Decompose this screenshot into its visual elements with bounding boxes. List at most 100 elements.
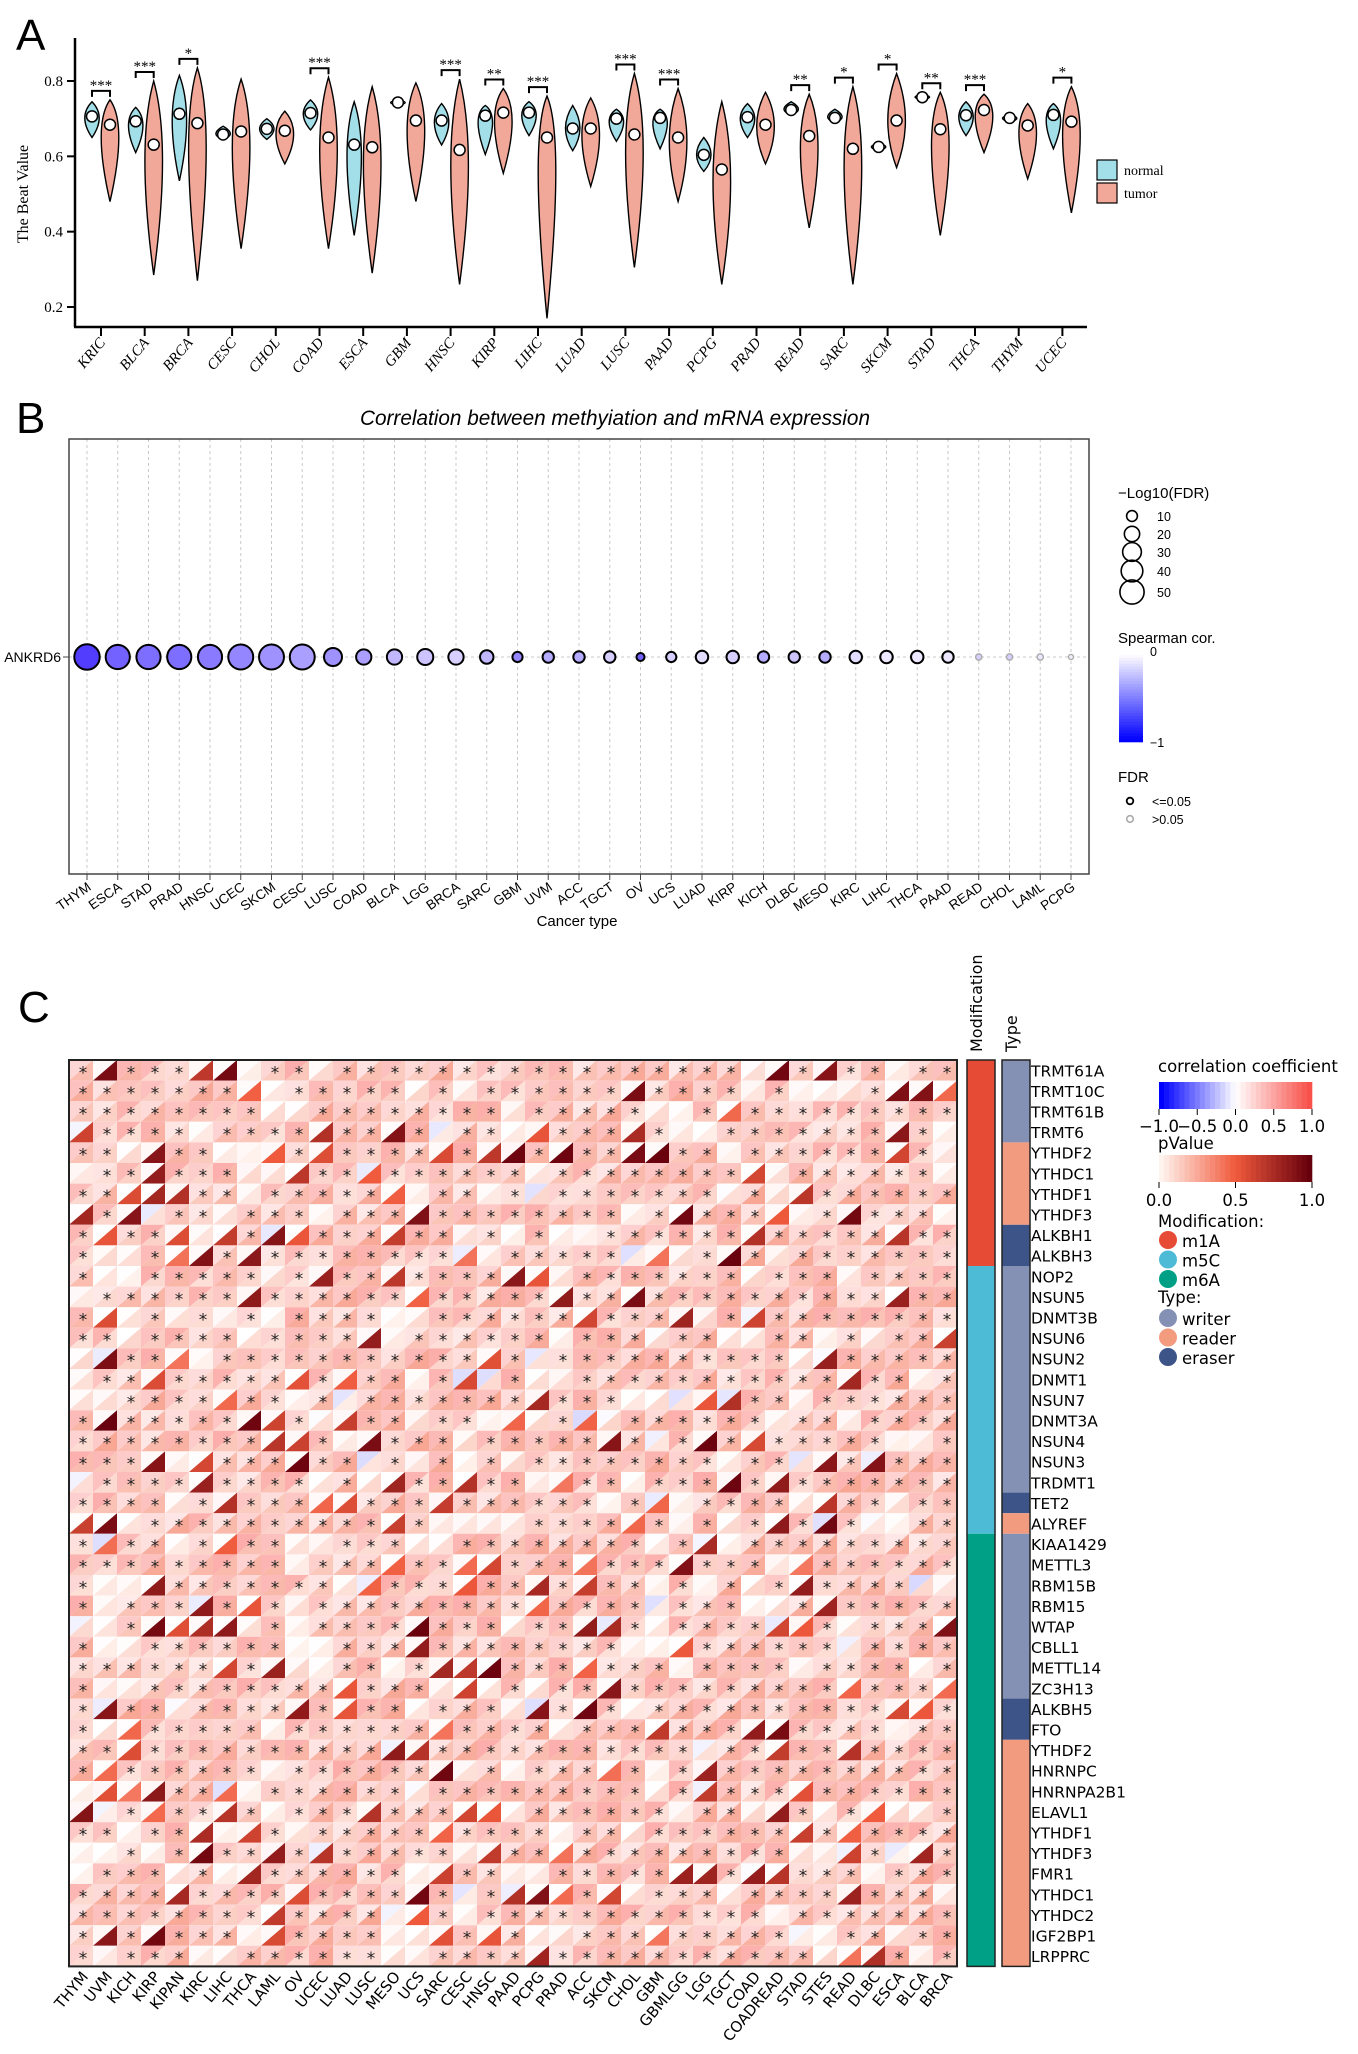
significance-star: *: [367, 1702, 376, 1722]
significance-star: *: [583, 1826, 592, 1846]
significance-star: *: [943, 1063, 952, 1083]
cell-pvalue: [717, 1060, 741, 1081]
significance-star: *: [871, 1249, 880, 1269]
cell-corr: [621, 1183, 645, 1205]
significance-star: *: [823, 1908, 832, 1928]
cell-pvalue: [741, 1245, 765, 1266]
significance-star: *: [919, 1620, 928, 1640]
median-point-normal: [216, 128, 230, 141]
significance-star: *: [655, 1228, 664, 1248]
significance-star: *: [415, 1578, 424, 1598]
significance-star: *: [343, 1908, 352, 1928]
type-legend-dot: [1159, 1348, 1177, 1366]
significance-star: *: [607, 1105, 616, 1125]
cell-corr: [645, 1389, 669, 1411]
cell-corr: [141, 1060, 165, 1081]
cell-pvalue: [693, 1327, 717, 1349]
cell-corr: [501, 1389, 525, 1411]
significance-star: *: [343, 1290, 352, 1310]
cell-corr: [261, 1327, 285, 1349]
cell-pvalue: [669, 1121, 693, 1143]
significance-star: *: [703, 1063, 712, 1083]
significance-star: *: [775, 1125, 784, 1145]
cell-pvalue: [573, 1060, 597, 1081]
cell-corr: [597, 1142, 621, 1163]
corr-colorbar-step: [1266, 1082, 1272, 1109]
significance-star: *: [823, 1372, 832, 1392]
significance-star: *: [559, 1681, 568, 1701]
significance-star: *: [391, 1826, 400, 1846]
x-tick-label: HNSC: [177, 879, 217, 913]
significance-star: *: [535, 1764, 544, 1784]
cell-pvalue: [693, 1286, 717, 1308]
significance-star: *: [559, 1434, 568, 1454]
significance-star: *: [943, 1558, 952, 1578]
significance-star: *: [247, 1578, 256, 1598]
significance-star: *: [799, 1723, 808, 1743]
significance-star: *: [919, 1599, 928, 1619]
cell-pvalue: [789, 1142, 813, 1163]
median-point-normal: [173, 107, 186, 121]
cell-corr: [837, 1121, 861, 1143]
cell-pvalue: [525, 1307, 549, 1328]
cell-pvalue: [597, 1327, 621, 1349]
significance-star: *: [247, 1846, 256, 1866]
cell-corr: [621, 1121, 645, 1143]
cell-pvalue: [285, 1142, 309, 1163]
cell-corr: [93, 1266, 117, 1287]
significance-star: *: [415, 1331, 424, 1351]
row-label: RBM15B: [1031, 1577, 1096, 1595]
significance-star: *: [535, 1434, 544, 1454]
significance-star: *: [847, 1331, 856, 1351]
cell-corr: [909, 1224, 933, 1246]
cell-corr: [741, 1080, 765, 1102]
cell-pvalue: [237, 1266, 261, 1287]
significance-star: *: [583, 1105, 592, 1125]
bubble-KIRP: [725, 649, 740, 665]
cell-corr: [933, 1245, 957, 1266]
cell-pvalue: [261, 1204, 285, 1225]
significance-star: *: [367, 1249, 376, 1269]
significance-star: *: [895, 1311, 904, 1331]
cell-corr: [717, 1369, 741, 1390]
significance-star: *: [895, 1908, 904, 1928]
row-label: ELAVL1: [1031, 1804, 1089, 1822]
cell-corr: [477, 1224, 501, 1246]
significance-star: *: [223, 1887, 232, 1907]
significance-star: *: [367, 1681, 376, 1701]
cell-pvalue: [189, 1266, 213, 1287]
cell-pvalue: [381, 1245, 405, 1266]
significance-star: *: [319, 1393, 328, 1413]
significance-star: *: [679, 1228, 688, 1248]
cell-pvalue: [717, 1142, 741, 1163]
significance-star: *: [847, 1063, 856, 1083]
significance-star: *: [175, 1105, 184, 1125]
cell-corr: [789, 1389, 813, 1411]
median-point-tumor: [497, 106, 510, 119]
bubble-KICH: [756, 650, 771, 664]
significance-star: *: [895, 1372, 904, 1392]
cell-corr: [453, 1224, 477, 1246]
cell-corr: [813, 1183, 837, 1205]
significance-star: *: [367, 1867, 376, 1887]
cell-corr: [189, 1245, 213, 1266]
p-colorbar-step: [1210, 1155, 1216, 1182]
significance-star: *: [343, 1558, 352, 1578]
significance-star: *: [679, 1537, 688, 1557]
cell-pvalue: [549, 1080, 573, 1102]
cell-pvalue: [597, 1163, 621, 1184]
significance-star: *: [175, 1208, 184, 1228]
colorbar-step: [1119, 692, 1143, 696]
significance-star: *: [751, 1455, 760, 1475]
median-point-tumor: [540, 131, 554, 144]
cell-pvalue: [93, 1204, 117, 1225]
significance-star: *: [343, 1867, 352, 1887]
significance-star: *: [367, 1146, 376, 1166]
cell-pvalue: [597, 1369, 621, 1390]
cell-corr: [861, 1060, 885, 1081]
significance-star: *: [319, 1867, 328, 1887]
x-tick-label: MESO: [791, 879, 832, 914]
cell-corr: [285, 1348, 309, 1369]
x-tick-label: COAD: [330, 879, 371, 914]
size-legend-title: −Log10(FDR): [1118, 485, 1209, 502]
